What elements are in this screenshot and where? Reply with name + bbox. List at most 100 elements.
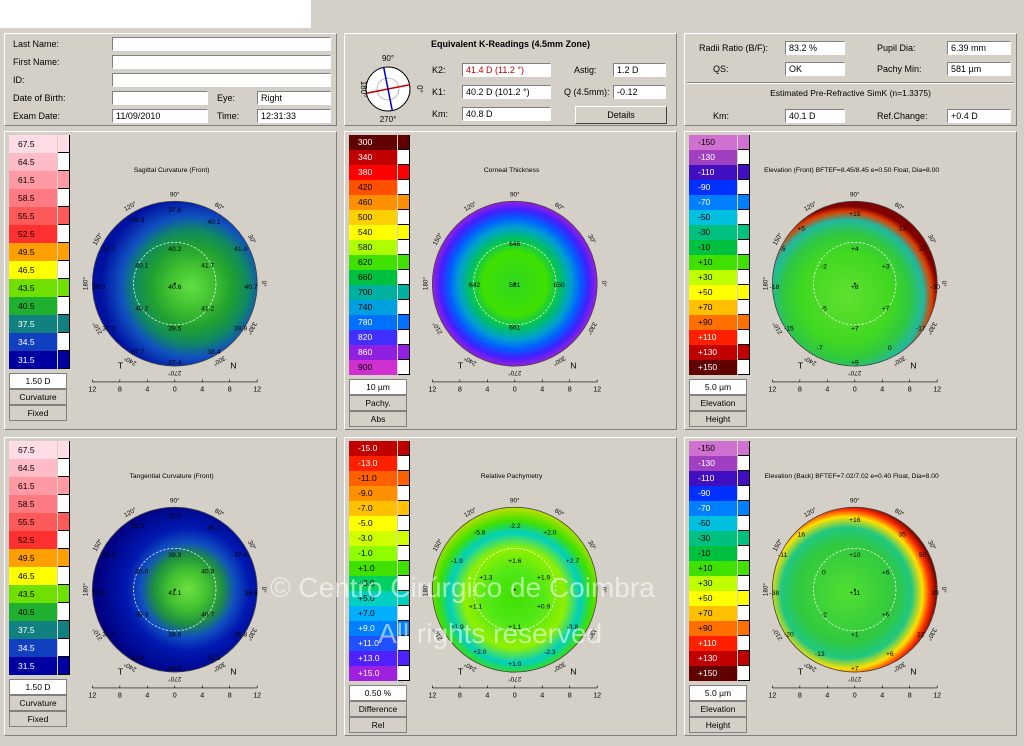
map-value: +8 bbox=[851, 284, 859, 291]
color-scale: -15.0 -13.0 -11.0 -9.0 -7.0 -5.0 -3.0 -1.0 +1.0 +… bbox=[349, 441, 410, 733]
scale-footer[interactable]: Fixed bbox=[9, 405, 67, 421]
first-name-field[interactable] bbox=[112, 55, 331, 69]
pupil-dia-label: Pupil Dia: bbox=[877, 43, 916, 53]
map-value: 40.1 bbox=[207, 219, 220, 226]
k-readings-panel: Equivalent K-Readings (4.5mm Zone) 90° 2… bbox=[344, 33, 677, 126]
scale-swatch: +50 bbox=[689, 285, 737, 300]
axis-tick-label: 12 bbox=[88, 385, 96, 393]
scale-swatch: 420 bbox=[349, 180, 397, 195]
pachy-min-label: Pachy Min: bbox=[877, 64, 922, 74]
scale-tick bbox=[58, 621, 70, 639]
scale-tick bbox=[398, 576, 410, 591]
eye-field[interactable]: Right bbox=[257, 91, 331, 105]
topography-map[interactable]: Relative Pachymetry90°60°30°0°330°300°27… bbox=[407, 438, 617, 731]
axis-tick-label: 8 bbox=[908, 691, 912, 699]
compass-top-label: 90° bbox=[382, 54, 394, 63]
scale-tick bbox=[738, 135, 750, 150]
map-value: -2 bbox=[821, 612, 827, 619]
scale-swatch: 300 bbox=[349, 135, 397, 150]
map-value: +11 bbox=[849, 590, 860, 597]
details-button[interactable]: Details bbox=[575, 106, 667, 124]
scale-swatch: 46.5 bbox=[9, 261, 57, 279]
scale-swatch: -110 bbox=[689, 471, 737, 486]
scale-tick bbox=[738, 150, 750, 165]
scale-swatch: 58.5 bbox=[9, 495, 57, 513]
time-field[interactable]: 12:31:33 bbox=[257, 109, 331, 123]
axis-tick-label: 8 bbox=[118, 385, 122, 393]
axis-tick-label: 4 bbox=[485, 385, 489, 393]
last-name-label: Last Name: bbox=[13, 39, 60, 49]
axis-tick-label: 12 bbox=[593, 385, 601, 393]
map-value: -5 bbox=[821, 306, 827, 313]
map-value: -30 bbox=[930, 284, 940, 291]
map-value: -11 bbox=[778, 552, 787, 559]
pupil-dia-value: 6.39 mm bbox=[947, 41, 1011, 55]
scale-tick bbox=[738, 501, 750, 516]
scale-swatch: 340 bbox=[349, 150, 397, 165]
scale-tick bbox=[738, 621, 750, 636]
scale-footer[interactable]: Height bbox=[689, 411, 747, 427]
axis-tick-label: 12 bbox=[253, 385, 261, 393]
scale-swatch: 34.5 bbox=[9, 333, 57, 351]
map-panel-tangential-curvature: 67.5 64.5 61.5 58.5 55.5 52.5 49.5 46.5 43.5 40.5… bbox=[4, 437, 337, 736]
map-value: 33 bbox=[931, 590, 939, 597]
exam-date-field[interactable]: 11/09/2010 bbox=[112, 109, 208, 123]
k1-axis-line bbox=[382, 67, 394, 111]
id-field[interactable] bbox=[112, 73, 331, 87]
topography-map[interactable]: Tangential Curvature (Front)90°60°30°0°3… bbox=[67, 438, 277, 731]
scale-swatch: -13.0 bbox=[349, 456, 397, 471]
scale-footer: Pachy. bbox=[349, 395, 407, 411]
scale-swatch: +130 bbox=[689, 651, 737, 666]
axis-tick-label: 4 bbox=[485, 691, 489, 699]
scale-tick bbox=[58, 135, 70, 153]
dob-field[interactable] bbox=[112, 91, 208, 105]
axis-tick-label: 12 bbox=[768, 385, 776, 393]
scale-tick bbox=[398, 315, 410, 330]
map-value: -5 bbox=[780, 246, 786, 253]
scale-swatch: 67.5 bbox=[9, 441, 57, 459]
topography-map[interactable]: Sagittal Curvature (Front)90°60°30°0°330… bbox=[67, 132, 277, 425]
map-value: 41.2 bbox=[201, 306, 214, 313]
map-value: -20 bbox=[784, 631, 794, 638]
map-value: +1.6 bbox=[508, 558, 522, 565]
scale-footer[interactable]: Height bbox=[689, 717, 747, 733]
map-value: 38.0 bbox=[92, 284, 105, 291]
scale-swatch: 46.5 bbox=[9, 567, 57, 585]
scale-swatch: 460 bbox=[349, 195, 397, 210]
last-name-field[interactable] bbox=[112, 37, 331, 51]
topography-map[interactable]: Elevation (Front) BFTEF=8.45/8.45 e=0.50… bbox=[747, 132, 957, 425]
scale-swatch: -30 bbox=[689, 531, 737, 546]
scale-footer[interactable]: Abs bbox=[349, 411, 407, 427]
k1-value: 40.2 D (101.2 °) bbox=[462, 85, 551, 99]
scale-tick bbox=[738, 636, 750, 651]
angle-label: 270° bbox=[848, 675, 862, 683]
scale-swatch: -110 bbox=[689, 165, 737, 180]
angle-label: 180° bbox=[762, 583, 770, 597]
temporal-label: T bbox=[798, 666, 804, 676]
scale-tick bbox=[58, 495, 70, 513]
angle-label: 30° bbox=[246, 233, 258, 246]
pupil-outline bbox=[473, 242, 557, 326]
map-value: 37.4 bbox=[234, 552, 247, 559]
angle-label: 0° bbox=[260, 281, 268, 288]
ratios-divider bbox=[687, 82, 1014, 84]
scale-footer[interactable]: Rel bbox=[349, 717, 407, 733]
scale-footer[interactable]: Fixed bbox=[9, 711, 67, 727]
angle-label: 60° bbox=[893, 201, 906, 213]
scale-swatch: +3.0 bbox=[349, 576, 397, 591]
scale-swatch: 61.5 bbox=[9, 171, 57, 189]
topography-map[interactable]: Corneal Thickness90°60°30°0°330°300°270°… bbox=[407, 132, 617, 425]
scale-tick bbox=[738, 561, 750, 576]
map-value: +4 bbox=[851, 246, 859, 253]
scale-tick bbox=[58, 207, 70, 225]
scale-tick bbox=[398, 270, 410, 285]
scale-tick bbox=[398, 486, 410, 501]
color-scale: 67.5 64.5 61.5 58.5 55.5 52.5 49.5 46.5 43.5 40.5… bbox=[9, 135, 70, 425]
pupil-outline bbox=[813, 242, 897, 326]
topography-map[interactable]: Elevation (Back) BFTEF=7.02/7.02 e=0.40 … bbox=[747, 438, 957, 731]
dob-label: Date of Birth: bbox=[13, 93, 66, 103]
scale-tick bbox=[738, 270, 750, 285]
map-value: 31.8 bbox=[131, 655, 144, 662]
map-value: 40.9 bbox=[201, 568, 214, 575]
map-value: 646 bbox=[509, 241, 520, 248]
